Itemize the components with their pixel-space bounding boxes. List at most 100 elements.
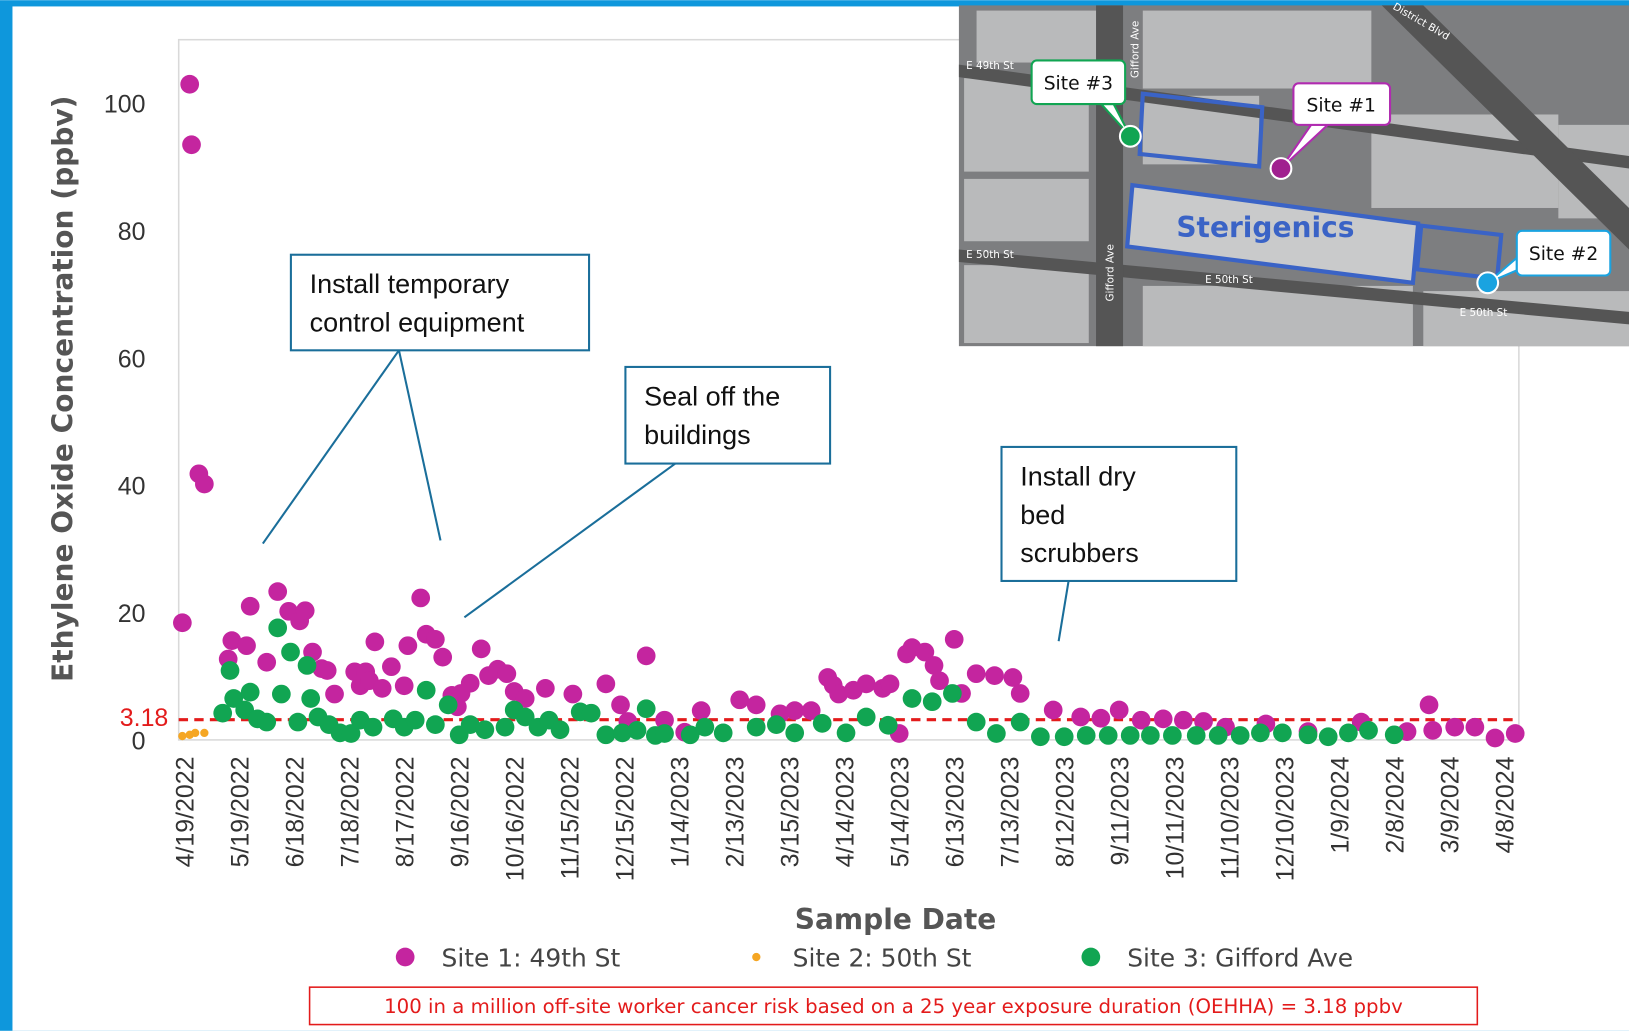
x-tick-label: 5/14/2023 bbox=[887, 757, 915, 868]
point bbox=[1423, 721, 1442, 740]
street-label: Gifford Ave bbox=[1130, 21, 1142, 78]
legend-marker bbox=[752, 953, 760, 961]
street-label: E 50th St bbox=[1460, 307, 1508, 319]
site-dot bbox=[1477, 272, 1498, 293]
point bbox=[903, 689, 922, 708]
point bbox=[373, 679, 392, 698]
point bbox=[1071, 708, 1090, 727]
x-tick-label: 1/9/2024 bbox=[1327, 756, 1355, 853]
point bbox=[597, 675, 616, 694]
point bbox=[813, 714, 832, 733]
point bbox=[1011, 713, 1030, 732]
x-tick-label: 8/12/2023 bbox=[1052, 757, 1080, 868]
facility-label: Sterigenics bbox=[1176, 211, 1354, 244]
point bbox=[1359, 721, 1378, 740]
point bbox=[395, 676, 414, 695]
annotation-text: control equipment bbox=[310, 308, 525, 338]
inset-map: Sterigenics E 49th St E 50th St E 50th S… bbox=[959, 1, 1629, 346]
point bbox=[879, 716, 898, 735]
point bbox=[272, 685, 291, 704]
point bbox=[1187, 726, 1206, 745]
point bbox=[714, 724, 733, 743]
point bbox=[943, 684, 962, 703]
point bbox=[967, 713, 986, 732]
point bbox=[1251, 724, 1270, 743]
point bbox=[417, 681, 436, 700]
legend-marker bbox=[396, 948, 415, 967]
legend-label: Site 1: 49th St bbox=[442, 943, 621, 972]
point bbox=[1099, 726, 1118, 745]
point bbox=[536, 679, 555, 698]
x-tick-label: 7/13/2023 bbox=[997, 757, 1025, 868]
x-tick-label: 1/14/2023 bbox=[667, 757, 695, 868]
page: {"chart_data": { "type": "scatter", "xla… bbox=[0, 0, 1629, 1031]
point bbox=[325, 685, 344, 704]
y-tick-label: 80 bbox=[118, 218, 146, 246]
point bbox=[1044, 701, 1063, 720]
y-tick-label: 100 bbox=[104, 91, 146, 119]
x-tick-label: 10/16/2022 bbox=[502, 757, 530, 882]
x-tick-label: 9/11/2023 bbox=[1107, 757, 1135, 866]
street-label: E 50th St bbox=[1205, 274, 1253, 286]
point bbox=[696, 718, 715, 737]
point bbox=[296, 601, 315, 620]
point bbox=[655, 724, 674, 743]
x-tick-label: 4/8/2024 bbox=[1492, 756, 1520, 853]
point bbox=[1031, 727, 1050, 746]
point bbox=[173, 613, 192, 632]
point bbox=[785, 724, 804, 743]
x-tick-label: 4/19/2022 bbox=[172, 757, 200, 868]
point bbox=[406, 711, 425, 730]
point bbox=[747, 718, 766, 737]
building bbox=[964, 265, 1089, 343]
reference-label: 3.18 bbox=[120, 704, 169, 732]
legend-label: Site 2: 50th St bbox=[793, 943, 972, 972]
site-dot bbox=[1271, 158, 1292, 179]
street-label: E 49th St bbox=[966, 60, 1014, 72]
point bbox=[1154, 710, 1173, 729]
point bbox=[476, 720, 495, 739]
point bbox=[472, 640, 491, 659]
point bbox=[498, 664, 517, 683]
point bbox=[767, 715, 786, 734]
y-tick-label: 60 bbox=[118, 345, 146, 373]
y-tick-label: 20 bbox=[118, 600, 146, 628]
point bbox=[318, 661, 337, 680]
x-axis-title: Sample Date bbox=[795, 903, 996, 936]
point bbox=[730, 690, 749, 709]
point bbox=[1319, 727, 1338, 746]
point bbox=[967, 664, 986, 683]
point bbox=[1011, 684, 1030, 703]
point bbox=[1420, 696, 1439, 715]
annotation-text: Install temporary bbox=[310, 269, 510, 299]
point bbox=[692, 701, 711, 720]
annotation-text: Seal off the bbox=[644, 381, 780, 411]
x-tick-label: 11/15/2022 bbox=[557, 757, 585, 880]
street-label: Gifford Ave bbox=[1105, 244, 1117, 301]
point bbox=[496, 718, 515, 737]
point bbox=[637, 699, 656, 718]
building bbox=[964, 179, 1089, 241]
point bbox=[241, 683, 260, 702]
point bbox=[564, 685, 583, 704]
point bbox=[426, 630, 445, 649]
x-tick-label: 6/13/2023 bbox=[942, 757, 970, 868]
point bbox=[985, 666, 1004, 685]
x-tick-label: 9/16/2022 bbox=[447, 757, 475, 868]
point bbox=[551, 720, 570, 739]
x-tick-label: 12/15/2022 bbox=[612, 757, 640, 882]
point bbox=[426, 715, 445, 734]
point bbox=[987, 724, 1006, 743]
x-tick-label: 11/10/2023 bbox=[1217, 757, 1245, 880]
point bbox=[1055, 727, 1074, 746]
point bbox=[289, 713, 308, 732]
annotation-text: bed bbox=[1020, 500, 1065, 530]
point bbox=[637, 647, 656, 666]
x-tick-label: 2/13/2023 bbox=[722, 757, 750, 868]
x-tick-label: 3/15/2023 bbox=[777, 757, 805, 868]
point bbox=[1121, 726, 1140, 745]
point bbox=[366, 633, 385, 652]
point bbox=[945, 630, 964, 649]
point bbox=[857, 675, 876, 694]
